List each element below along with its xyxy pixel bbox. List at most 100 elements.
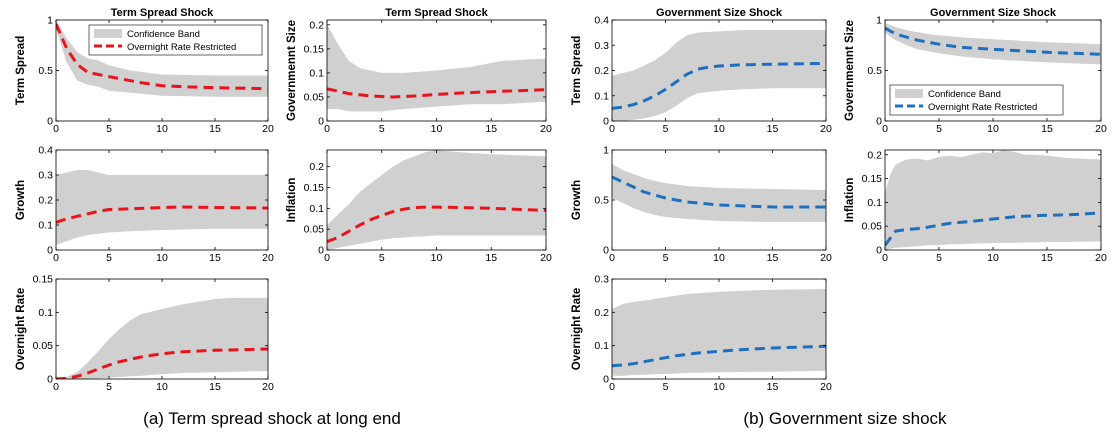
series-line-overnight-rate-restricted bbox=[56, 205, 268, 224]
plot-area bbox=[612, 164, 826, 222]
confidence-band bbox=[327, 24, 546, 112]
confidence-band bbox=[885, 23, 1101, 65]
y-tick-label: 1 bbox=[876, 15, 882, 27]
y-tick-label: 0.5 bbox=[594, 195, 609, 207]
y-tick-label: 0.1 bbox=[309, 67, 324, 79]
panel-b4: 0 5 10 15 20 0 0.05 0.1 0.15 0.2 Inflation bbox=[844, 149, 1107, 264]
plot-area bbox=[327, 150, 546, 250]
y-tick-label: 0.2 bbox=[309, 161, 324, 173]
panel-a3: 0 5 10 15 20 0 0.1 0.2 0.3 0.4 Growth bbox=[15, 145, 274, 265]
x-tick-label: 0 bbox=[882, 252, 888, 264]
x-tick-label: 20 bbox=[262, 123, 274, 135]
x-tick-label: 15 bbox=[1041, 123, 1053, 135]
x-tick-label: 15 bbox=[485, 252, 497, 264]
panel-a2: 0 5 10 15 20 0 0.05 0.1 0.15 0.2 Term Spread Shock… bbox=[286, 7, 552, 135]
x-tick-label: 20 bbox=[1095, 252, 1107, 264]
series-line-overnight-rate-restricted bbox=[56, 347, 268, 379]
x-tick-label: 0 bbox=[53, 252, 59, 264]
chart-title: Government Size Shock bbox=[930, 7, 1057, 19]
x-tick-label: 10 bbox=[156, 252, 168, 264]
y-axis-label: Term Spread bbox=[571, 36, 583, 105]
legend-label-line: Overnight Rate Restricted bbox=[928, 102, 1037, 113]
y-tick-label: 0.3 bbox=[594, 40, 609, 52]
panel-a4: 0 5 10 15 20 0 0.05 0.1 0.15 0.2 Inflation bbox=[286, 149, 552, 264]
y-axis-label: Overnight Rate bbox=[15, 288, 27, 370]
y-tick-label: 0.05 bbox=[33, 340, 54, 352]
series-line-overnight-rate-restricted bbox=[885, 26, 1101, 56]
x-tick-label: 0 bbox=[609, 123, 615, 135]
y-tick-label: 0 bbox=[318, 245, 324, 257]
legend-label-band: Confidence Band bbox=[127, 29, 200, 40]
x-tick-label: 10 bbox=[431, 252, 443, 264]
x-tick-label: 15 bbox=[209, 381, 221, 393]
y-axis-label: Growth bbox=[571, 180, 583, 220]
y-tick-label: 0.5 bbox=[38, 65, 53, 77]
y-tick-label: 0 bbox=[876, 245, 882, 257]
y-tick-label: 0 bbox=[603, 116, 609, 128]
x-tick-label: 5 bbox=[936, 123, 942, 135]
y-tick-label: 0.1 bbox=[38, 307, 53, 319]
panel-b2: 0 5 10 15 20 0 0.5 1 Government Size Shock Govern… bbox=[844, 7, 1107, 135]
x-tick-label: 5 bbox=[106, 123, 112, 135]
y-tick-label: 0.3 bbox=[594, 274, 609, 286]
series-line-overnight-rate-restricted bbox=[612, 175, 826, 209]
x-tick-label: 5 bbox=[379, 252, 385, 264]
y-axis-label: Growth bbox=[15, 180, 27, 220]
x-tick-label: 0 bbox=[324, 252, 330, 264]
x-tick-label: 0 bbox=[882, 123, 888, 135]
y-tick-label: 0.15 bbox=[33, 274, 54, 286]
x-tick-label: 5 bbox=[106, 381, 112, 393]
x-tick-label: 10 bbox=[987, 123, 999, 135]
y-tick-label: 0.05 bbox=[304, 91, 325, 103]
legend-swatch-band bbox=[895, 89, 923, 98]
panel-a5: 0 5 10 15 20 0 0.05 0.1 0.15 Overnight Rate bbox=[15, 274, 274, 394]
chart-title: Term Spread Shock bbox=[385, 7, 488, 19]
y-tick-label: 0.05 bbox=[862, 221, 883, 233]
y-tick-label: 0.1 bbox=[594, 90, 609, 102]
y-axis-label: Inflation bbox=[844, 178, 856, 223]
x-tick-label: 10 bbox=[713, 123, 725, 135]
x-tick-label: 15 bbox=[767, 252, 779, 264]
y-tick-label: 0.4 bbox=[594, 15, 609, 27]
x-tick-label: 0 bbox=[53, 381, 59, 393]
x-tick-label: 5 bbox=[106, 252, 112, 264]
y-tick-label: 0.15 bbox=[304, 182, 325, 194]
x-tick-label: 20 bbox=[262, 252, 274, 264]
legend-label-band: Confidence Band bbox=[928, 89, 1001, 100]
plot-area bbox=[612, 289, 826, 376]
x-tick-label: 10 bbox=[156, 381, 168, 393]
y-tick-label: 0 bbox=[876, 116, 882, 128]
x-tick-label: 5 bbox=[663, 123, 669, 135]
series-line-overnight-rate-restricted bbox=[327, 87, 546, 99]
y-axis-label: Governmennt Size bbox=[844, 20, 856, 121]
y-axis-label: Overnight Rate bbox=[571, 288, 583, 370]
y-axis-label: Term Spread bbox=[15, 36, 27, 105]
y-tick-label: 0.1 bbox=[867, 197, 882, 209]
y-tick-label: 0 bbox=[603, 245, 609, 257]
x-tick-label: 15 bbox=[485, 123, 497, 135]
y-tick-label: 0.15 bbox=[304, 43, 325, 55]
x-tick-label: 5 bbox=[379, 123, 385, 135]
plot-area bbox=[56, 170, 268, 245]
y-tick-label: 0.05 bbox=[304, 224, 325, 236]
y-tick-label: 0 bbox=[318, 116, 324, 128]
plot-area bbox=[56, 20, 268, 97]
y-tick-label: 0 bbox=[47, 374, 53, 386]
x-tick-label: 15 bbox=[209, 123, 221, 135]
y-tick-label: 0.2 bbox=[594, 65, 609, 77]
plot-area bbox=[327, 24, 546, 112]
confidence-band bbox=[56, 297, 268, 379]
panel-b1: 0 5 10 15 20 0 0.1 0.2 0.3 0.4 Government Size Sho… bbox=[571, 7, 832, 135]
confidence-band bbox=[885, 150, 1101, 250]
x-tick-label: 20 bbox=[262, 381, 274, 393]
x-tick-label: 10 bbox=[156, 123, 168, 135]
legend: Confidence Band Overnight Rate Restricted bbox=[88, 24, 263, 56]
x-tick-label: 0 bbox=[609, 381, 615, 393]
y-tick-label: 0 bbox=[47, 116, 53, 128]
y-tick-label: 0.2 bbox=[867, 149, 882, 161]
y-axis-label: Governmennt Size bbox=[286, 20, 298, 121]
x-tick-label: 20 bbox=[820, 381, 832, 393]
series-line-overnight-rate-restricted bbox=[56, 23, 268, 91]
y-tick-label: 0.1 bbox=[38, 220, 53, 232]
